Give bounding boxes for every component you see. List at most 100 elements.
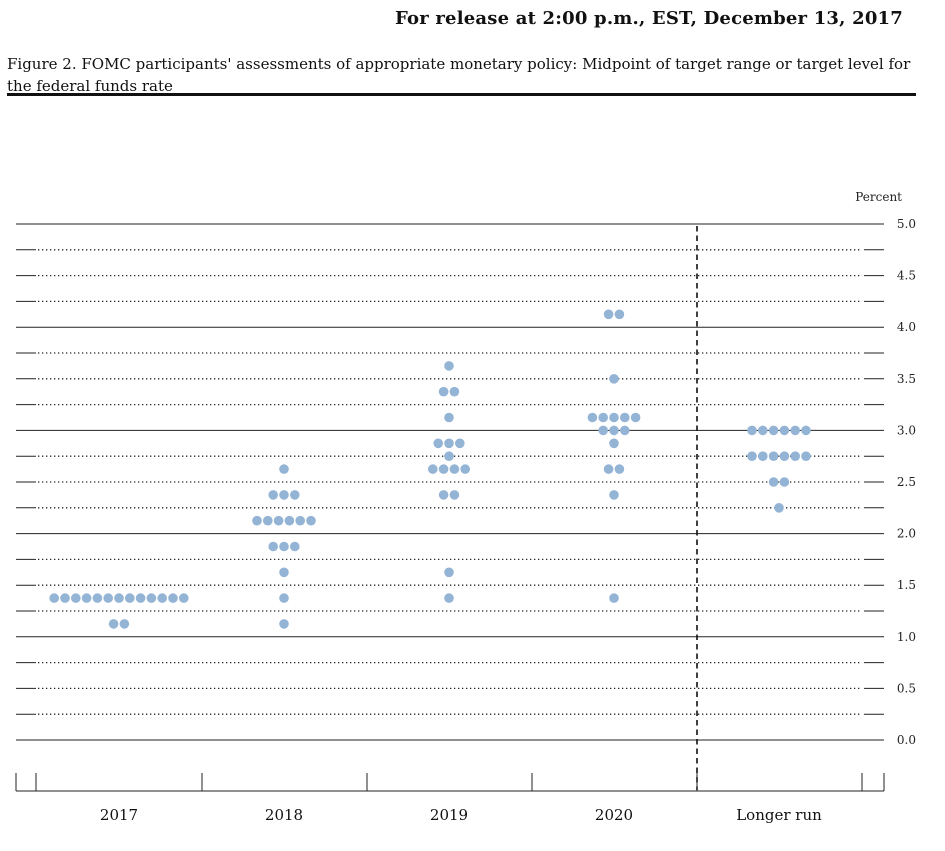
participant-dot	[444, 451, 454, 462]
participant-dot	[444, 438, 454, 449]
participant-dot	[279, 593, 289, 603]
participant-dot	[103, 593, 113, 603]
participant-dot	[609, 425, 619, 436]
title-rule	[7, 93, 916, 96]
participant-dot	[747, 425, 757, 436]
y-tick-label: 0.5	[897, 681, 916, 695]
participant-dot	[263, 515, 273, 526]
participant-dot	[268, 541, 279, 552]
y-tick-label: 1.5	[897, 578, 916, 592]
participant-dot	[620, 425, 630, 436]
participant-dot	[603, 464, 614, 474]
participant-dot	[779, 451, 790, 462]
participant-dot	[609, 490, 619, 500]
participant-dot	[774, 503, 784, 513]
participant-dot	[603, 309, 614, 320]
participant-dot	[758, 425, 768, 436]
participant-dot	[146, 593, 157, 603]
gridlines	[16, 223, 884, 790]
participant-dot	[135, 593, 146, 603]
participant-dot	[279, 490, 289, 500]
participant-dot	[598, 412, 608, 423]
participant-dot	[81, 593, 92, 603]
participant-dot	[444, 361, 454, 371]
participant-dot	[790, 451, 800, 462]
participant-dot	[758, 451, 768, 462]
participant-dot	[290, 541, 300, 552]
participant-dot	[444, 412, 454, 423]
participant-dot	[114, 593, 124, 603]
participant-dot	[295, 515, 306, 526]
participant-dot	[252, 515, 262, 526]
participant-dot	[609, 412, 619, 423]
participant-dot	[768, 425, 779, 436]
participant-dot	[279, 619, 289, 629]
participant-dot	[290, 490, 300, 500]
participant-dot	[60, 593, 70, 603]
participant-dot	[801, 451, 811, 462]
participant-dot	[460, 464, 471, 474]
y-tick-label: 3.0	[897, 423, 916, 437]
y-tick-label: 4.0	[897, 320, 916, 334]
participant-dot	[779, 477, 790, 487]
participant-dot	[449, 490, 460, 500]
figure-title: Figure 2. FOMC participants' assessments…	[7, 55, 911, 95]
participant-dots	[49, 309, 811, 629]
participant-dot	[609, 374, 619, 384]
participant-dot	[284, 515, 295, 526]
category-label: 2017	[100, 806, 138, 824]
participant-dot	[279, 567, 289, 578]
participant-dot	[92, 593, 103, 603]
participant-dot	[433, 438, 444, 449]
y-axis-label: Percent	[855, 190, 902, 204]
participant-dot	[168, 593, 178, 603]
participant-dot	[268, 490, 279, 500]
participant-dot	[119, 619, 130, 629]
y-tick-labels: 5.0 4.5 4.0 3.5 3.0 2.5 2.0 1.5 1.0 0.5 0.0	[897, 217, 916, 747]
release-notice: For release at 2:00 p.m., EST, December …	[395, 8, 903, 29]
participant-dot	[620, 412, 630, 423]
y-tick-label: 2.5	[897, 475, 916, 489]
participant-dot	[279, 541, 289, 552]
participant-dot	[609, 438, 619, 449]
participant-dot	[306, 515, 316, 526]
participant-dot	[279, 464, 289, 474]
participant-dot	[779, 425, 790, 436]
participant-dot	[801, 425, 811, 436]
category-label: Longer run	[736, 806, 822, 824]
participant-dot	[438, 490, 449, 500]
participant-dot	[273, 515, 284, 526]
category-label: 2018	[265, 806, 303, 824]
y-tick-label: 3.5	[897, 372, 916, 386]
y-tick-label: 5.0	[897, 217, 916, 231]
participant-dot	[614, 309, 625, 320]
participant-dot	[125, 593, 135, 603]
participant-dot	[449, 386, 460, 397]
participant-dot	[449, 464, 460, 474]
participant-dot	[630, 412, 641, 423]
participant-dot	[438, 464, 449, 474]
participant-dot	[614, 464, 625, 474]
participant-dot	[428, 464, 438, 474]
y-tick-label: 4.5	[897, 269, 916, 283]
participant-dot	[71, 593, 81, 603]
y-tick-label: 0.0	[897, 733, 916, 747]
participant-dot	[444, 593, 454, 603]
participant-dot	[768, 451, 779, 462]
participant-dot	[790, 425, 800, 436]
y-tick-label: 1.0	[897, 630, 916, 644]
participant-dot	[768, 477, 779, 487]
participant-dot	[438, 386, 449, 397]
participant-dot	[157, 593, 167, 603]
participant-dot	[747, 451, 757, 462]
participant-dot	[455, 438, 465, 449]
participant-dot	[598, 425, 608, 436]
category-label: 2020	[595, 806, 633, 824]
participant-dot	[49, 593, 59, 603]
participant-dot	[179, 593, 189, 603]
participant-dot	[587, 412, 598, 423]
participant-dot	[108, 619, 119, 629]
x-axis: 2017 2018 2019 2020 Longer run	[15, 773, 885, 824]
y-tick-label: 2.0	[897, 527, 916, 541]
